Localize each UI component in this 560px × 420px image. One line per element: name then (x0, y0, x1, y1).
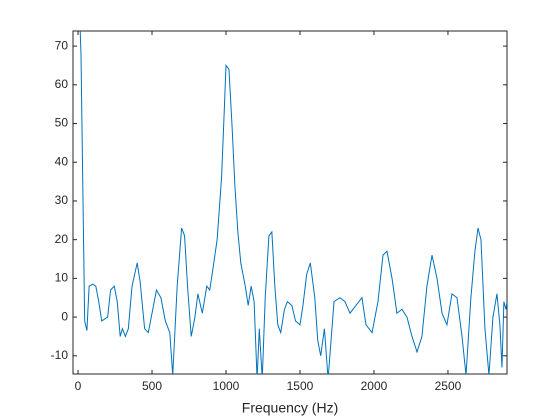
y-tick-label: 40 (55, 154, 69, 168)
axes-box (72, 30, 508, 375)
data-line (79, 31, 507, 374)
x-axis-label: Frequency (Hz) (242, 400, 338, 416)
y-tick-label: 60 (55, 77, 69, 91)
y-tick-label: 30 (55, 193, 69, 207)
y-tick-label: 70 (55, 38, 69, 52)
y-tick-label: -10 (51, 348, 69, 362)
x-tick-label: 0 (75, 379, 82, 393)
x-tick-label: 2500 (435, 379, 462, 393)
y-tick-label: 20 (55, 232, 69, 246)
y-tick-label: 0 (61, 309, 68, 323)
x-tick-label: 2000 (361, 379, 388, 393)
x-tick-label: 1000 (213, 379, 240, 393)
x-tick-label: 1500 (287, 379, 314, 393)
y-tick-label: 10 (55, 271, 69, 285)
x-tick-label: 500 (142, 379, 162, 393)
y-tick-label: 50 (55, 116, 69, 130)
